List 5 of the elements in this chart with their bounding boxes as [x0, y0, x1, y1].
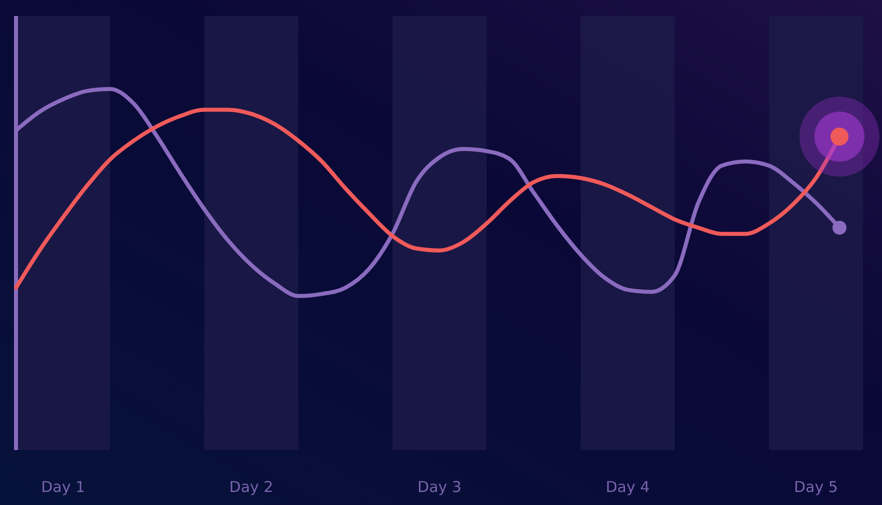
x-tick-label: Day 1 [41, 478, 86, 496]
x-tick-label: Day 4 [606, 478, 650, 496]
x-tick-label: Day 2 [229, 478, 274, 496]
x-tick-label: Day 3 [418, 478, 462, 496]
x-tick-label: Day 5 [794, 478, 838, 496]
